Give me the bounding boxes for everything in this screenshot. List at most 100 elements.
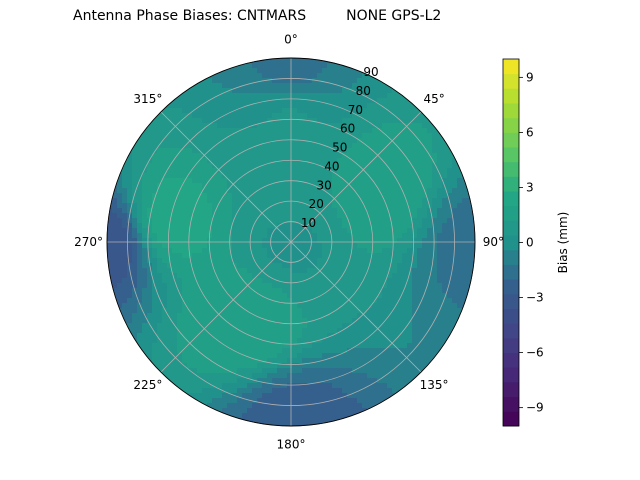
field-cell xyxy=(447,153,453,159)
field-cell xyxy=(282,313,288,319)
field-cell xyxy=(392,243,398,249)
field-cell xyxy=(422,193,428,199)
field-cell xyxy=(162,253,168,259)
field-cell xyxy=(182,213,188,219)
field-cell xyxy=(442,218,448,224)
field-cell xyxy=(452,183,458,189)
field-cell xyxy=(307,278,313,284)
field-cell xyxy=(272,403,278,409)
field-cell xyxy=(367,388,373,394)
field-cell xyxy=(312,298,318,304)
field-cell xyxy=(307,223,313,229)
field-cell xyxy=(257,203,263,209)
field-cell xyxy=(182,348,188,354)
field-cell xyxy=(397,228,403,234)
field-cell xyxy=(322,208,328,214)
field-cell xyxy=(232,123,238,129)
field-cell xyxy=(292,393,298,399)
field-cell xyxy=(232,168,238,174)
field-cell xyxy=(167,198,173,204)
colorbar-tick-label: 3 xyxy=(526,180,534,194)
field-cell xyxy=(212,93,218,99)
field-cell xyxy=(292,308,298,314)
field-cell xyxy=(382,258,388,264)
field-cell xyxy=(232,243,238,249)
field-cell xyxy=(307,238,313,244)
field-cell xyxy=(157,133,163,139)
field-cell xyxy=(427,348,433,354)
field-cell xyxy=(202,263,208,269)
field-cell xyxy=(282,353,288,359)
field-cell xyxy=(282,388,288,394)
field-cell xyxy=(197,93,203,99)
field-cell xyxy=(392,368,398,374)
field-cell xyxy=(282,63,288,69)
field-cell xyxy=(197,133,203,139)
field-cell xyxy=(277,203,283,209)
field-cell xyxy=(402,348,408,354)
field-cell xyxy=(182,343,188,349)
field-cell xyxy=(312,93,318,99)
field-cell xyxy=(437,318,443,324)
field-cell xyxy=(432,293,438,299)
field-cell xyxy=(162,183,168,189)
field-cell xyxy=(322,393,328,399)
field-cell xyxy=(122,278,128,284)
field-cell xyxy=(242,383,248,389)
field-cell xyxy=(157,253,163,259)
field-cell xyxy=(367,373,373,379)
field-cell xyxy=(352,298,358,304)
field-cell xyxy=(452,278,458,284)
field-cell xyxy=(307,68,313,74)
field-cell xyxy=(407,373,413,379)
field-cell xyxy=(107,268,113,274)
field-cell xyxy=(267,378,273,384)
field-cell xyxy=(182,313,188,319)
field-cell xyxy=(317,353,323,359)
field-cell xyxy=(262,188,268,194)
field-cell xyxy=(357,338,363,344)
field-cell xyxy=(437,163,443,169)
field-cell xyxy=(342,93,348,99)
field-cell xyxy=(432,218,438,224)
field-cell xyxy=(332,228,338,234)
field-cell xyxy=(327,103,333,109)
field-cell xyxy=(262,293,268,299)
field-cell xyxy=(297,398,303,404)
field-cell xyxy=(162,148,168,154)
field-cell xyxy=(447,163,453,169)
field-cell xyxy=(302,203,308,209)
field-cell xyxy=(282,218,288,224)
field-cell xyxy=(112,258,118,264)
field-cell xyxy=(187,113,193,119)
field-cell xyxy=(182,173,188,179)
field-cell xyxy=(362,383,368,389)
field-cell xyxy=(357,78,363,84)
field-cell xyxy=(222,183,228,189)
field-cell xyxy=(402,133,408,139)
field-cell xyxy=(292,413,298,419)
colorbar-level xyxy=(503,352,519,368)
field-cell xyxy=(342,318,348,324)
field-cell xyxy=(357,243,363,249)
field-cell xyxy=(182,283,188,289)
field-cell xyxy=(227,148,233,154)
field-cell xyxy=(432,188,438,194)
field-cell xyxy=(162,278,168,284)
field-cell xyxy=(362,343,368,349)
field-cell xyxy=(317,68,323,74)
field-cell xyxy=(387,108,393,114)
field-cell xyxy=(437,258,443,264)
field-cell xyxy=(372,283,378,289)
field-cell xyxy=(372,373,378,379)
field-cell xyxy=(117,238,123,244)
field-cell xyxy=(392,378,398,384)
field-cell xyxy=(122,223,128,229)
field-cell xyxy=(132,163,138,169)
field-cell xyxy=(357,218,363,224)
colorbar-level xyxy=(503,279,519,295)
field-cell xyxy=(447,298,453,304)
field-cell xyxy=(312,73,318,79)
field-cell xyxy=(302,133,308,139)
field-cell xyxy=(357,353,363,359)
